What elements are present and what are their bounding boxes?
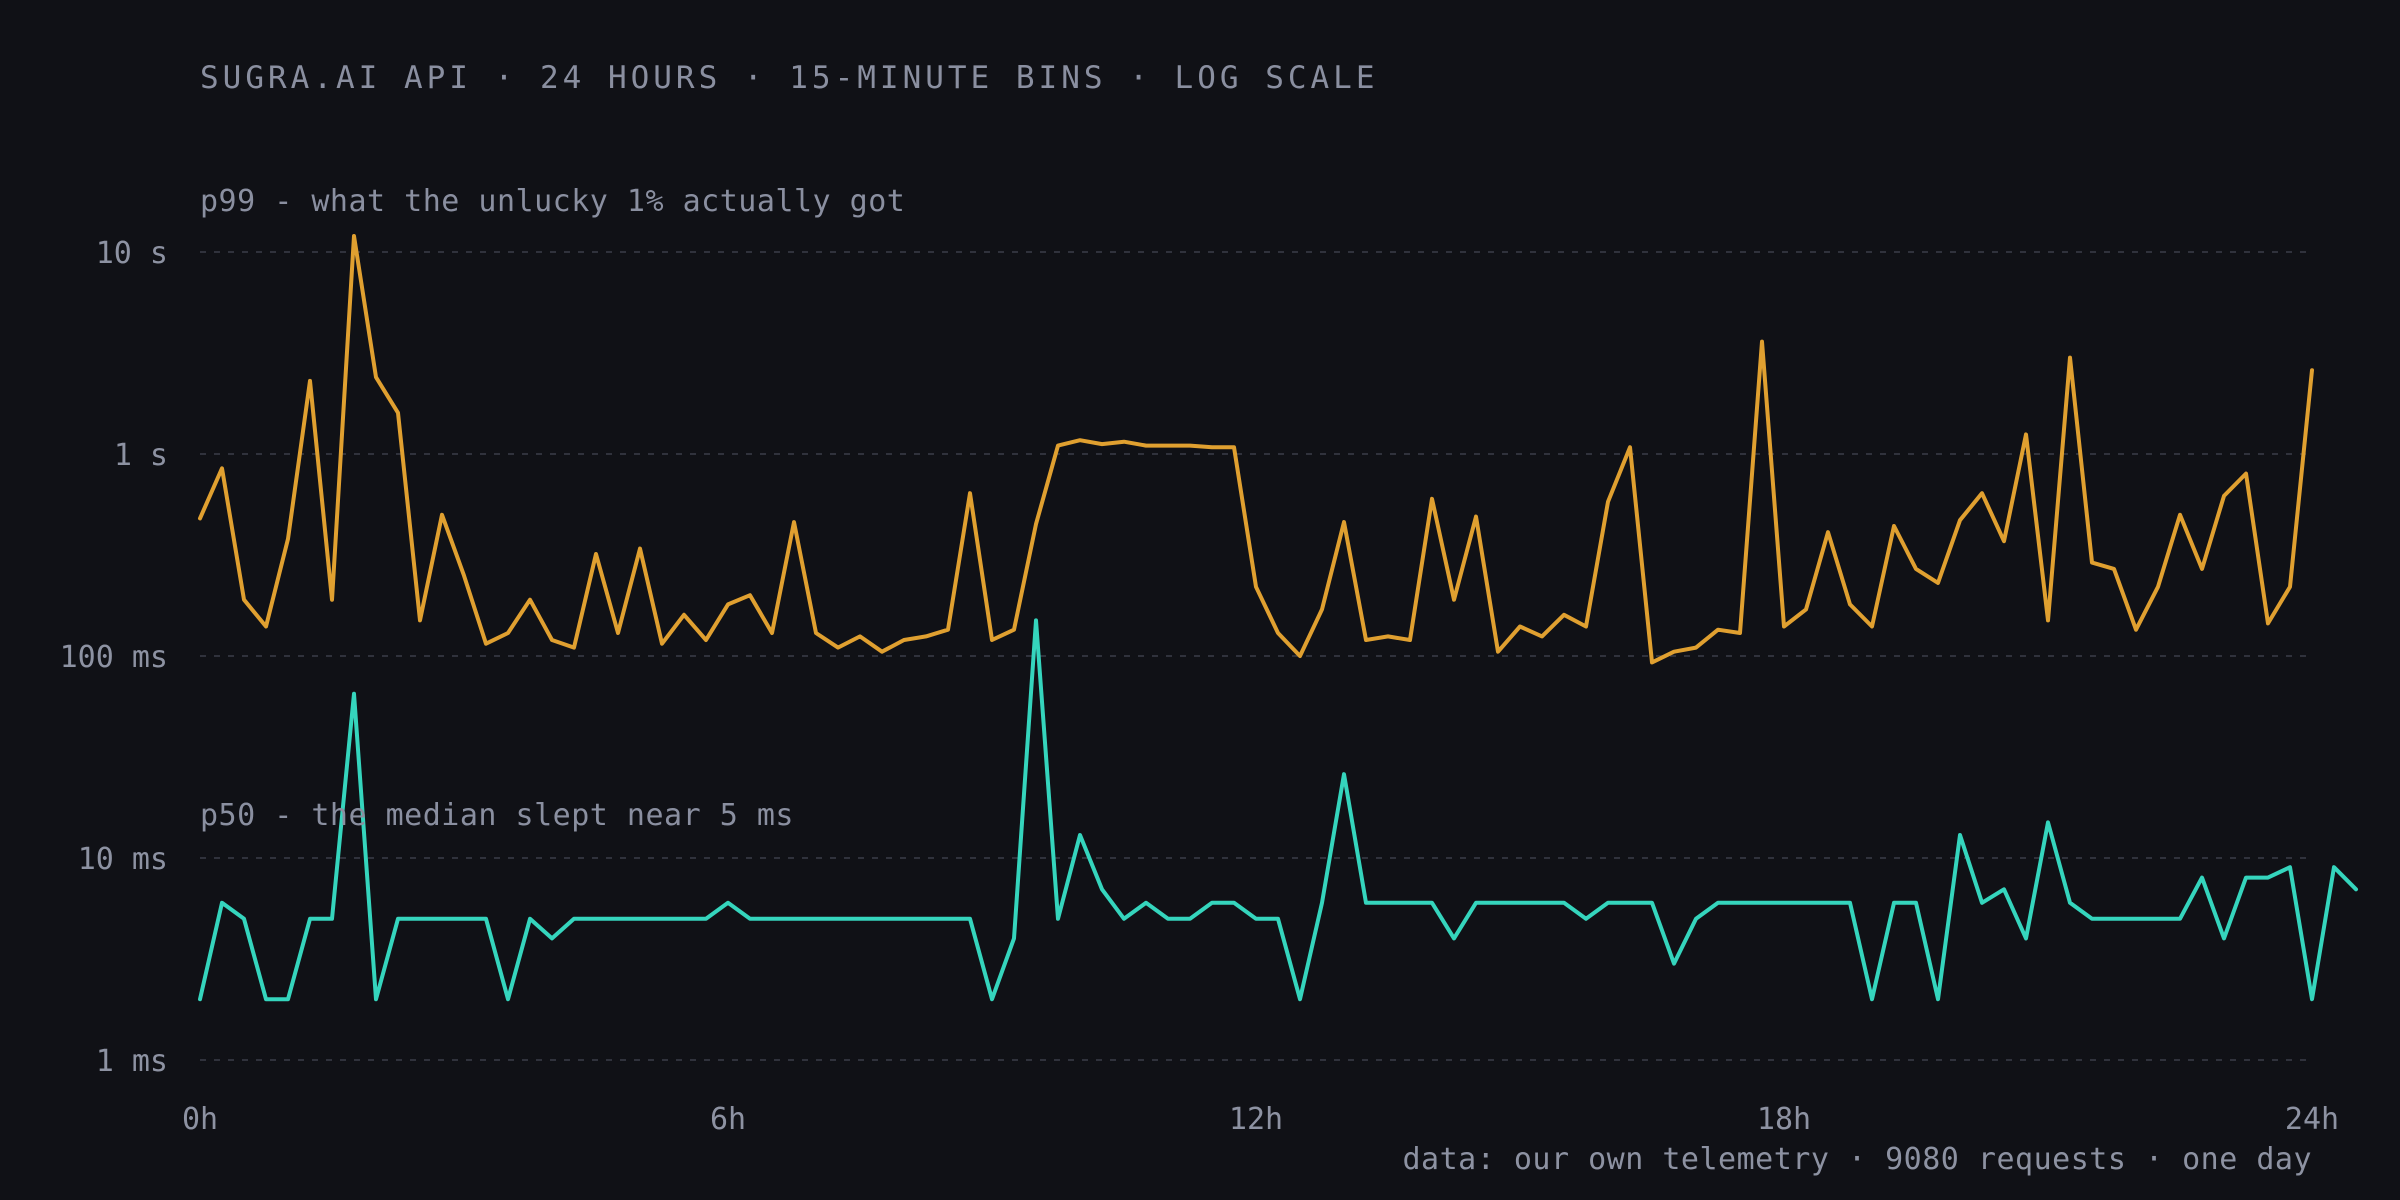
x-tick-label: 12h — [1229, 1102, 1283, 1137]
x-tick-label: 18h — [1757, 1102, 1811, 1137]
y-tick-label: 1 ms — [96, 1044, 168, 1079]
series-line-p99 — [198, 234, 2314, 665]
series-label-p50: p50 - the median slept near 5 ms — [200, 798, 794, 833]
chart-footer: data: our own telemetry · 9080 requests … — [1402, 1142, 2312, 1177]
x-tick-label: 6h — [710, 1102, 746, 1137]
y-tick-label: 1 s — [114, 438, 168, 473]
y-axis-ticks: 10 s 1 s 100 ms 10 ms 1 ms — [60, 236, 168, 1079]
chart-title: SUGRA.AI API · 24 HOURS · 15-MINUTE BINS… — [200, 60, 1379, 96]
series-line-p50 — [198, 618, 2358, 1002]
y-tick-label: 100 ms — [60, 640, 168, 675]
y-tick-label: 10 ms — [78, 842, 168, 877]
gridlines — [200, 251, 2312, 1061]
x-axis-ticks: 0h 6h 12h 18h 24h — [182, 1102, 2339, 1137]
series-lines — [198, 234, 2358, 1002]
series-label-p99: p99 - what the unlucky 1% actually got — [200, 184, 905, 219]
x-tick-label: 0h — [182, 1102, 218, 1137]
y-tick-label: 10 s — [96, 236, 168, 271]
x-tick-label: 24h — [2285, 1102, 2339, 1137]
